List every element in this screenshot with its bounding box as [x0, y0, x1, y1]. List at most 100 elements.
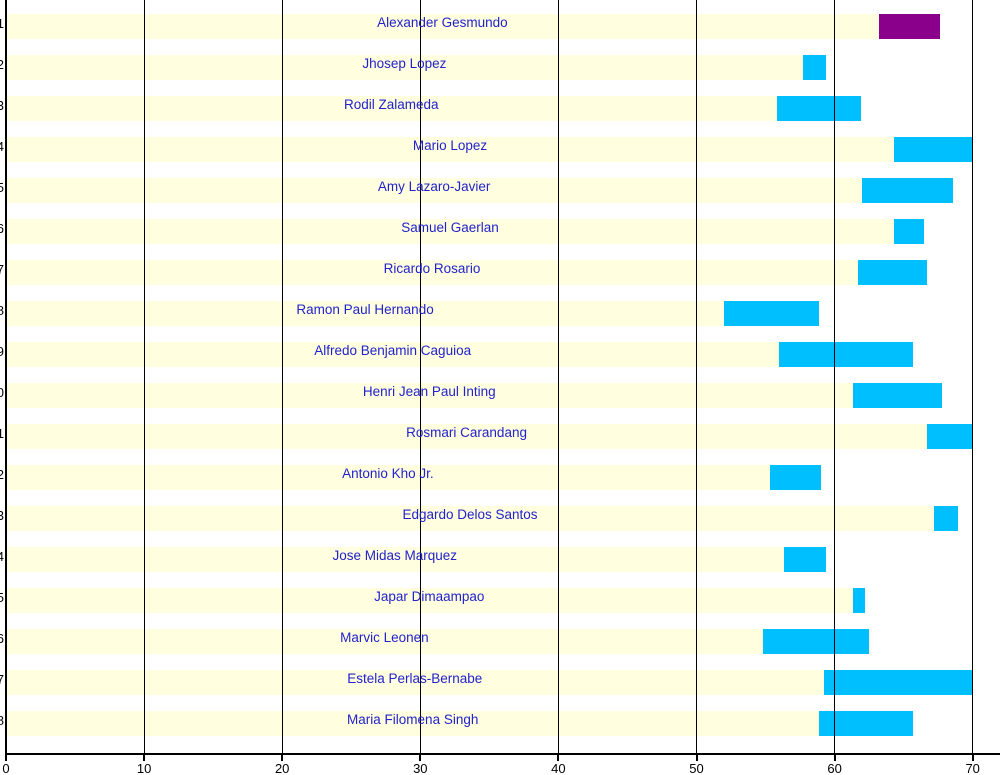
timeline-row: 2 Jhosep Lopez — [0, 43, 1000, 84]
justice-name-label: Rosmari Carandang — [406, 425, 527, 440]
row-number-label: 3 — [0, 98, 4, 113]
justice-name-label: Jhosep Lopez — [362, 56, 447, 71]
timeline-row: 4 Mario Lopez — [0, 125, 1000, 166]
pre-tenure-band — [6, 506, 935, 531]
justice-name-label: Estela Perlas-Bernabe — [347, 671, 483, 686]
plot-area: 1 Alexander Gesmundo 2 Jhosep Lopez 3 Rodil Z… — [0, 0, 1000, 753]
pre-tenure-band — [6, 711, 820, 736]
row-number-label: 14 — [0, 549, 4, 564]
x-axis-tick — [419, 755, 422, 761]
tenure-bar — [802, 55, 827, 80]
row-number-label: 17 — [0, 672, 4, 687]
tenure-bar — [893, 219, 925, 244]
pre-tenure-band — [6, 342, 780, 367]
x-axis-tick-label: 70 — [965, 761, 980, 775]
pre-tenure-band — [6, 301, 725, 326]
justice-name-label: Maria Filomena Singh — [347, 712, 479, 727]
tenure-bar — [776, 96, 861, 121]
pre-tenure-band — [6, 588, 853, 613]
justice-name-label: Mario Lopez — [412, 138, 488, 153]
justice-name-label: Alexander Gesmundo — [377, 15, 508, 30]
row-number-label: 16 — [0, 631, 4, 646]
timeline-row: 13 Edgardo Delos Santos — [0, 494, 1000, 535]
row-number-label: 12 — [0, 467, 4, 482]
row-number-label: 4 — [0, 139, 4, 154]
x-axis-tick — [833, 755, 836, 761]
row-number-label: 18 — [0, 713, 4, 728]
row-number-label: 2 — [0, 57, 4, 72]
x-axis-tick-label: 0 — [2, 761, 10, 775]
tenure-bar — [852, 588, 865, 613]
gridline — [696, 0, 697, 753]
pre-tenure-band — [6, 465, 770, 490]
tenure-bar — [878, 14, 940, 39]
timeline-row: 11 Rosmari Carandang — [0, 412, 1000, 453]
justice-name-label: Samuel Gaerlan — [401, 220, 499, 235]
justice-name-label: Amy Lazaro-Javier — [377, 179, 491, 194]
pre-tenure-band — [6, 55, 803, 80]
pre-tenure-band — [6, 137, 894, 162]
pre-tenure-band — [6, 178, 863, 203]
pre-tenure-band — [6, 547, 784, 572]
pre-tenure-band — [6, 260, 859, 285]
row-number-label: 13 — [0, 508, 4, 523]
tenure-bar — [893, 137, 973, 162]
justice-name-label: Ramon Paul Hernando — [296, 302, 434, 317]
timeline-row: 14 Jose Midas Marquez — [0, 535, 1000, 576]
x-axis-tick — [5, 755, 7, 761]
timeline-row: 9 Alfredo Benjamin Caguioa — [0, 330, 1000, 371]
timeline-row: 5 Amy Lazaro-Javier — [0, 166, 1000, 207]
tenure-bar — [762, 629, 870, 654]
timeline-row: 3 Rodil Zalameda — [0, 84, 1000, 125]
row-number-label: 9 — [0, 344, 4, 359]
x-axis-tick-label: 50 — [689, 761, 704, 775]
x-axis-line — [5, 753, 1000, 755]
timeline-row: 7 Ricardo Rosario — [0, 248, 1000, 289]
justice-name-label: Edgardo Delos Santos — [402, 507, 538, 522]
x-axis-tick — [281, 755, 284, 761]
tenure-bar — [858, 260, 928, 285]
justice-name-label: Henri Jean Paul Inting — [362, 384, 496, 399]
justice-name-label: Jose Midas Marquez — [332, 548, 458, 563]
justice-name-label: Antonio Kho Jr. — [342, 466, 434, 481]
tenure-bar — [862, 178, 954, 203]
tenure-bar — [724, 301, 820, 326]
timeline-row: 8 Ramon Paul Hernando — [0, 289, 1000, 330]
x-axis-tick-label: 60 — [827, 761, 842, 775]
pre-tenure-band — [6, 670, 824, 695]
pre-tenure-band — [6, 96, 777, 121]
x-axis-tick — [143, 755, 146, 761]
timeline-row: 18 Maria Filomena Singh — [0, 699, 1000, 740]
row-number-label: 6 — [0, 221, 4, 236]
tenure-bar — [783, 547, 827, 572]
x-axis-tick — [695, 755, 698, 761]
pre-tenure-band — [6, 629, 763, 654]
gridline — [281, 0, 283, 753]
row-number-label: 1 — [0, 16, 4, 31]
row-number-label: 5 — [0, 180, 4, 195]
timeline-row: 12 Antonio Kho Jr. — [0, 453, 1000, 494]
y-axis-line — [5, 0, 7, 755]
justice-name-label: Ricardo Rosario — [383, 261, 481, 276]
x-axis-tick — [557, 755, 560, 761]
tenure-bar — [934, 506, 958, 531]
timeline-row: 17 Estela Perlas-Bernabe — [0, 658, 1000, 699]
pre-tenure-band — [6, 14, 879, 39]
justice-name-label: Japar Dimaampao — [374, 589, 485, 604]
pre-tenure-band — [6, 383, 853, 408]
timeline-row: 15 Japar Dimaampao — [0, 576, 1000, 617]
justice-name-label: Alfredo Benjamin Caguioa — [314, 343, 472, 358]
row-number-label: 8 — [0, 303, 4, 318]
tenure-bar — [823, 670, 973, 695]
timeline-row: 1 Alexander Gesmundo — [0, 2, 1000, 43]
x-axis-tick-label: 20 — [274, 761, 290, 775]
x-axis-tick — [971, 755, 974, 761]
timeline-row: 10 Henri Jean Paul Inting — [0, 371, 1000, 412]
tenure-bar — [779, 342, 914, 367]
timeline-row: 6 Samuel Gaerlan — [0, 207, 1000, 248]
pre-tenure-band — [6, 219, 894, 244]
justice-name-label: Marvic Leonen — [340, 630, 429, 645]
row-number-label: 11 — [0, 426, 4, 441]
justice-name-label: Rodil Zalameda — [344, 97, 439, 112]
